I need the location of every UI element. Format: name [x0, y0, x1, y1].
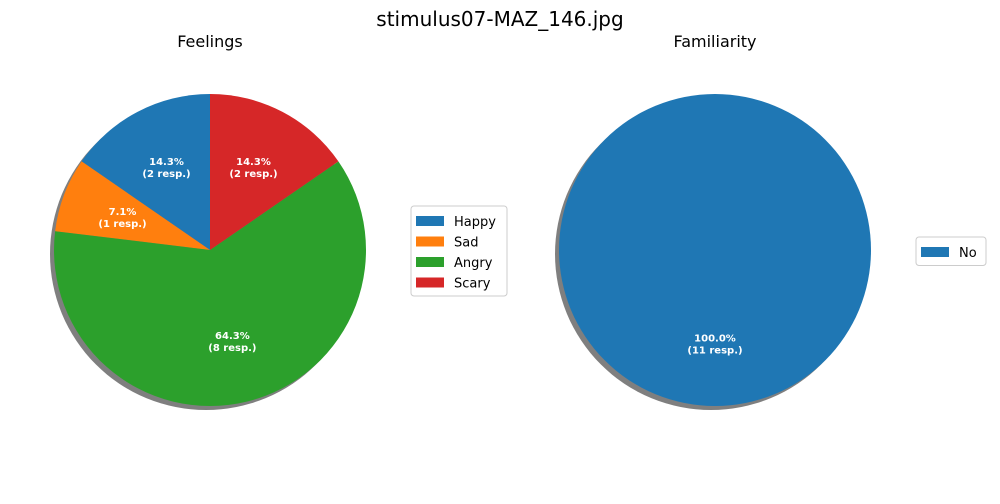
- feelings-percent-label-sad: 7.1%: [109, 207, 137, 218]
- feelings-legend-label-scary: Scary: [454, 277, 491, 292]
- feelings-legend-label-sad: Sad: [454, 236, 478, 251]
- feelings-slice-angry: [54, 161, 367, 406]
- feelings-slice-sad: [55, 161, 210, 250]
- feelings-pie-chart: Feelings 14.3%(2 resp.)7.1%(1 resp.)64.3…: [50, 32, 508, 410]
- feelings-percent-label-angry: 64.3%: [215, 331, 250, 342]
- feelings-legend-swatch-happy: [416, 216, 444, 226]
- familiarity-legend-label-no: No: [959, 246, 977, 261]
- feelings-legend-label-happy: Happy: [454, 215, 496, 230]
- feelings-legend-swatch-angry: [416, 257, 444, 267]
- feelings-percent-label-scary: 14.3%: [236, 157, 271, 168]
- feelings-slice-scary: [210, 94, 339, 250]
- feelings-legend-label-angry: Angry: [454, 256, 493, 271]
- feelings-legend-swatch-sad: [416, 236, 444, 247]
- familiarity-count-label-no: (11 resp.): [687, 346, 742, 357]
- feelings-chart-title: Feelings: [177, 32, 243, 51]
- feelings-legend-frame: [410, 205, 508, 297]
- familiarity-legend-swatch-no: [921, 247, 949, 257]
- feelings-count-label-scary: (2 resp.): [229, 169, 277, 180]
- feelings-legend-swatch-scary: [416, 277, 444, 288]
- familiarity-pie-chart: Familiarity 100.0%(11 resp.) No: [555, 32, 987, 410]
- feelings-count-label-angry: (8 resp.): [208, 343, 256, 354]
- feelings-pie-slices: [54, 94, 367, 406]
- familiarity-legend: No: [915, 236, 987, 266]
- feelings-legend: Happy Sad Angry Scary: [410, 205, 508, 297]
- familiarity-slice-no: [559, 94, 871, 406]
- familiarity-pie-labels: 100.0%(11 resp.): [687, 334, 742, 357]
- figure-title: stimulus07-MAZ_146.jpg: [376, 7, 623, 31]
- feelings-count-label-sad: (1 resp.): [98, 219, 146, 230]
- familiarity-pie-slices: [559, 94, 871, 406]
- feelings-slice-happy: [81, 94, 210, 250]
- feelings-count-label-happy: (2 resp.): [142, 169, 190, 180]
- feelings-pie-labels: 14.3%(2 resp.)7.1%(1 resp.)64.3%(8 resp.…: [98, 157, 277, 354]
- familiarity-chart-title: Familiarity: [673, 32, 756, 51]
- feelings-percent-label-happy: 14.3%: [149, 157, 184, 168]
- familiarity-legend-frame: [915, 236, 987, 266]
- familiarity-percent-label-no: 100.0%: [694, 334, 736, 345]
